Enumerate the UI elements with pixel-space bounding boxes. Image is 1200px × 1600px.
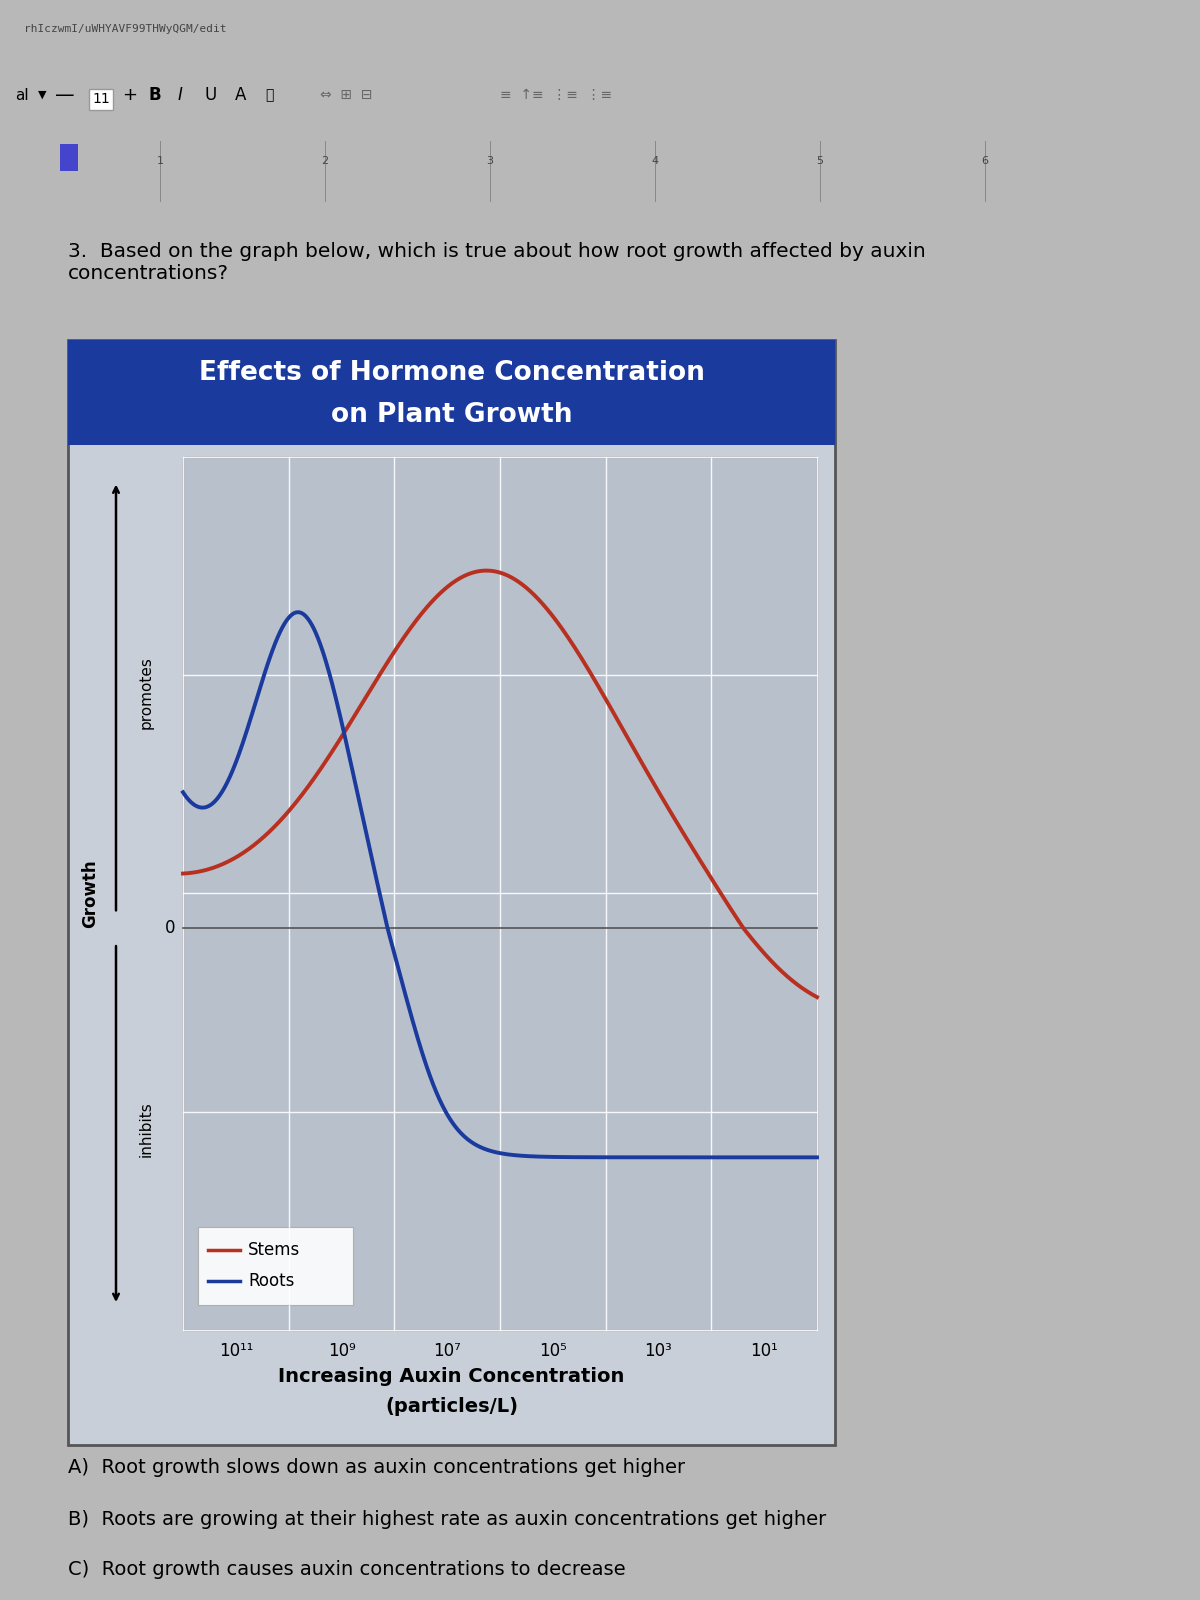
Text: 🖊: 🖊 [265, 88, 274, 102]
Text: A)  Root growth slows down as auxin concentrations get higher: A) Root growth slows down as auxin conce… [68, 1459, 685, 1477]
Text: U: U [205, 86, 217, 104]
Text: C)  Root growth causes auxin concentrations to decrease: C) Root growth causes auxin concentratio… [68, 1560, 625, 1579]
Text: +: + [122, 86, 137, 104]
Text: 4: 4 [652, 157, 659, 166]
Text: promotes: promotes [138, 656, 154, 730]
Text: (particles/L): (particles/L) [385, 1397, 518, 1416]
Text: Stems: Stems [248, 1242, 300, 1259]
Text: ≡  ↑≡  ⋮≡  ⋮≡: ≡ ↑≡ ⋮≡ ⋮≡ [500, 88, 612, 102]
Text: rhIczwmI/uWHYAVF99THWyQGM/edit: rhIczwmI/uWHYAVF99THWyQGM/edit [24, 24, 227, 34]
Text: Increasing Auxin Concentration: Increasing Auxin Concentration [278, 1368, 625, 1387]
Text: 2: 2 [322, 157, 329, 166]
Text: ▼: ▼ [38, 90, 47, 101]
Text: —: — [55, 85, 74, 104]
Text: Roots: Roots [248, 1272, 294, 1290]
Bar [60, 144, 78, 171]
Text: B)  Roots are growing at their highest rate as auxin concentrations get higher: B) Roots are growing at their highest ra… [68, 1510, 827, 1530]
Text: 10⁵: 10⁵ [539, 1342, 566, 1360]
Text: 10¹: 10¹ [750, 1342, 778, 1360]
Text: 10³: 10³ [644, 1342, 672, 1360]
Text: on Plant Growth: on Plant Growth [331, 402, 572, 427]
Text: 1: 1 [156, 157, 163, 166]
Text: 0: 0 [164, 920, 175, 938]
Text: 10⁹: 10⁹ [328, 1342, 355, 1360]
Text: B: B [148, 86, 161, 104]
Text: inhibits: inhibits [138, 1101, 154, 1157]
Text: ⇔  ⊞  ⊟: ⇔ ⊞ ⊟ [320, 88, 372, 102]
Text: Effects of Hormone Concentration: Effects of Hormone Concentration [198, 360, 704, 386]
Text: 10¹¹: 10¹¹ [218, 1342, 253, 1360]
Text: 6: 6 [982, 157, 989, 166]
Text: 3.  Based on the graph below, which is true about how root growth affected by au: 3. Based on the graph below, which is tr… [68, 242, 925, 283]
Bar [68, 339, 835, 1445]
Text: 3: 3 [486, 157, 493, 166]
Bar [198, 1227, 353, 1306]
Text: al: al [14, 88, 29, 102]
Bar [182, 456, 817, 1330]
Bar [68, 339, 835, 445]
Text: 5: 5 [816, 157, 823, 166]
Text: 11: 11 [92, 93, 109, 106]
Text: Growth: Growth [82, 859, 98, 928]
Text: 10⁷: 10⁷ [433, 1342, 461, 1360]
Text: I: I [178, 86, 182, 104]
Text: A: A [235, 86, 246, 104]
